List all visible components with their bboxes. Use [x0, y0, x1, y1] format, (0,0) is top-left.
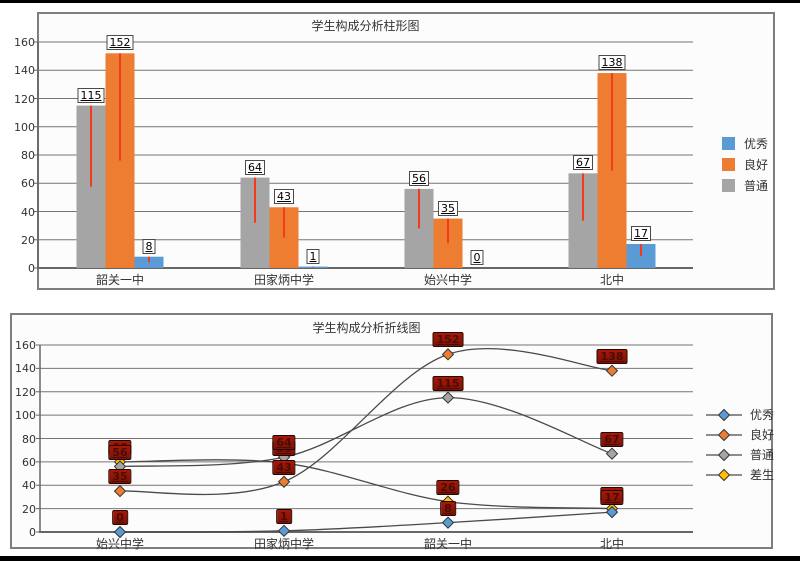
bar-value-label: 0	[470, 250, 484, 265]
legend-swatch-ordinary	[722, 179, 735, 192]
line-value-label: 64	[272, 435, 296, 451]
legend-label-line-poor: 差生	[750, 468, 775, 482]
x-category-label: 始兴中学	[423, 273, 473, 287]
y-tick-label: 20	[21, 233, 35, 247]
legend-swatch-good	[722, 158, 735, 171]
y-tick-label: 100	[15, 409, 36, 423]
legend-label-good: 良好	[744, 158, 769, 172]
marker-good	[605, 364, 619, 377]
window-top-border	[0, 0, 800, 3]
x-category-label: 田家炳中学	[253, 273, 315, 287]
y-tick-label: 160	[15, 339, 36, 352]
legend-item-line-excellent: 优秀	[704, 406, 774, 423]
line-chart-panel	[10, 313, 773, 549]
window-bottom-border	[0, 556, 800, 561]
y-tick-label: 160	[14, 36, 35, 49]
bar-value-label: 67	[573, 155, 593, 171]
bar-value-label: 152	[106, 35, 134, 51]
marker-ordinary	[441, 391, 455, 404]
bar-value-label: 8	[142, 238, 156, 254]
bar-value-label: 17	[631, 225, 651, 241]
line-value-label: 43	[272, 459, 296, 475]
bar-value-label: 35	[438, 200, 458, 216]
legend-item-excellent: 优秀	[722, 135, 768, 152]
legend-diamond-good	[717, 428, 731, 441]
legend-swatch-excellent	[722, 137, 735, 150]
legend-diamond-ordinary	[717, 448, 731, 461]
legend-item-ordinary: 普通	[722, 177, 768, 194]
line-value-label: 56	[108, 444, 132, 460]
legend-label-ordinary: 普通	[744, 179, 769, 193]
y-tick-label: 60	[21, 177, 35, 191]
x-category-label: 韶关一中	[95, 273, 145, 287]
line-ordinary	[119, 396, 613, 468]
bar-value-label: 115	[77, 87, 105, 103]
line-value-label: 138	[596, 348, 628, 364]
marker-excellent	[605, 505, 619, 519]
legend-marker-good	[706, 428, 742, 441]
bar-value-label: 56	[409, 170, 429, 186]
line-value-label: 1	[276, 508, 292, 524]
line-value-label: 67	[600, 431, 624, 447]
legend-marker-ordinary	[706, 448, 742, 461]
x-category-label: 韶关一中	[423, 537, 473, 551]
line-good	[119, 347, 613, 496]
line-value-label: 17	[600, 490, 624, 506]
marker-good	[113, 484, 127, 498]
x-category-label: 田家炳中学	[253, 537, 315, 551]
line-excellent	[119, 511, 613, 533]
line-value-label: 26	[436, 479, 460, 495]
legend-item-good: 良好	[722, 156, 768, 173]
legend-label-line-good: 良好	[750, 428, 775, 442]
bar-value-label: 43	[274, 189, 294, 205]
y-tick-label: 120	[15, 385, 36, 399]
legend-label-excellent: 优秀	[744, 137, 769, 151]
marker-good	[277, 475, 291, 488]
y-tick-label: 80	[22, 432, 36, 446]
bar-value-label: 64	[245, 159, 265, 175]
marker-ordinary	[605, 447, 619, 460]
y-tick-label: 0	[29, 526, 36, 539]
x-category-label: 北中	[599, 537, 625, 551]
legend-marker-excellent	[706, 408, 742, 421]
y-tick-label: 80	[21, 149, 35, 162]
y-tick-label: 140	[15, 362, 36, 376]
legend-item-line-ordinary: 普通	[704, 446, 774, 463]
x-category-label: 始兴中学	[95, 537, 145, 551]
y-tick-label: 100	[14, 120, 35, 134]
bar-chart-title: 学生构成分析柱形图	[311, 19, 420, 33]
y-tick-label: 120	[14, 92, 35, 106]
line-value-label: 35	[108, 469, 132, 485]
marker-good	[441, 348, 455, 361]
line-value-label: 0	[112, 510, 128, 525]
legend-diamond-excellent	[717, 408, 731, 421]
line-value-label: 8	[440, 500, 456, 516]
legend-diamond-poor	[717, 468, 731, 481]
bar-value-label: 1	[306, 248, 320, 264]
legend-item-line-good: 良好	[704, 426, 774, 443]
line-value-label: 115	[432, 375, 464, 391]
x-category-label: 北中	[599, 273, 625, 287]
legend-item-line-poor: 差生	[704, 466, 774, 483]
y-tick-label: 140	[14, 64, 35, 78]
legend-marker-poor	[706, 468, 742, 481]
y-tick-label: 40	[22, 479, 36, 493]
marker-excellent	[277, 524, 291, 538]
legend-label-line-excellent: 优秀	[750, 408, 775, 422]
marker-excellent	[441, 516, 455, 529]
bar-value-label: 138	[598, 55, 626, 71]
y-tick-label: 0	[28, 262, 35, 275]
y-tick-label: 60	[22, 455, 36, 469]
y-tick-label: 20	[22, 502, 36, 516]
line-chart-title: 学生构成分析折线图	[312, 321, 421, 335]
line-value-label: 152	[432, 332, 464, 348]
y-tick-label: 40	[21, 205, 35, 219]
marker-excellent	[113, 525, 127, 539]
line-poor	[119, 459, 613, 510]
legend-label-line-ordinary: 普通	[750, 448, 775, 462]
